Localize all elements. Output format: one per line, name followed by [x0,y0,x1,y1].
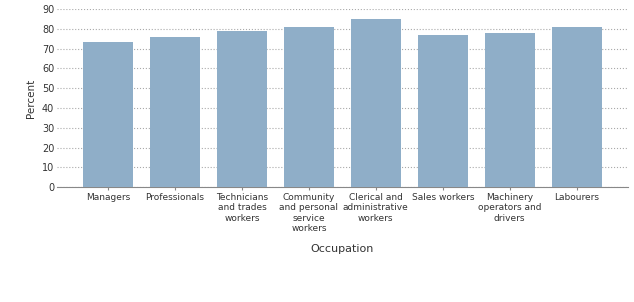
Bar [83,42,133,187]
Bar [150,37,200,187]
X-axis label: Occupation: Occupation [311,244,374,254]
Bar [284,27,334,187]
Bar [351,19,401,187]
Bar [418,35,468,187]
Y-axis label: Percent: Percent [27,79,36,118]
Bar [552,27,602,187]
Bar [217,31,267,187]
Bar [484,33,535,187]
